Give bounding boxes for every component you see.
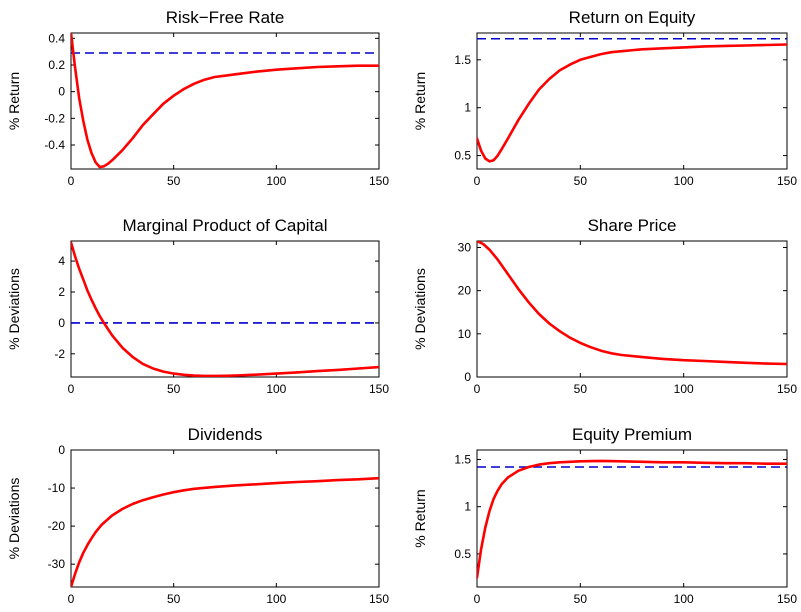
x-tick-label: 0 bbox=[68, 174, 75, 188]
x-tick-label: 0 bbox=[474, 174, 481, 188]
y-tick-label: 4 bbox=[58, 254, 65, 268]
plot-area bbox=[476, 32, 788, 170]
x-tick-label: 100 bbox=[674, 382, 694, 396]
x-tick-label: 150 bbox=[369, 174, 389, 188]
chart-title: Equity Premium bbox=[572, 425, 692, 444]
plot-area bbox=[70, 449, 380, 588]
y-tick-label: 1.5 bbox=[454, 452, 471, 466]
y-tick-label: 2 bbox=[58, 285, 65, 299]
series-line bbox=[71, 476, 379, 587]
y-tick-label: 1.5 bbox=[454, 53, 471, 67]
subplot-5: Dividends % Deviations 0 50 100 150 -30 -20 -10 0 bbox=[6, 425, 389, 606]
y-tick-label: 1 bbox=[464, 500, 471, 514]
plot-area bbox=[70, 240, 380, 378]
x-tick-label: 0 bbox=[474, 382, 481, 396]
y-tick-label: -10 bbox=[48, 481, 66, 495]
x-tick-label: 100 bbox=[674, 174, 694, 188]
subplot-3: Marginal Product of Capital % Deviations 0… bbox=[6, 216, 389, 396]
x-tick-label: 100 bbox=[266, 592, 286, 606]
x-tick-label: 0 bbox=[68, 592, 75, 606]
x-tick-label: 100 bbox=[266, 174, 286, 188]
x-tick-label: 50 bbox=[574, 382, 588, 396]
series-line bbox=[71, 33, 379, 169]
x-tick-label: 50 bbox=[574, 592, 588, 606]
y-tick-label: 0.4 bbox=[48, 31, 65, 45]
y-tick-label: -0.4 bbox=[44, 138, 65, 152]
x-tick-label: 50 bbox=[167, 592, 181, 606]
subplot-4: Share Price % Deviations 0 50 100 150 0 10 20 30 bbox=[412, 216, 797, 396]
y-tick-label: 30 bbox=[458, 240, 472, 254]
y-tick-label: -30 bbox=[48, 557, 66, 571]
chart-title: Share Price bbox=[588, 216, 677, 235]
y-tick-label: 0 bbox=[58, 85, 65, 99]
y-axis-label: % Deviations bbox=[6, 268, 22, 350]
series-line bbox=[477, 459, 787, 579]
x-tick-label: 150 bbox=[777, 174, 797, 188]
subplot-1: Risk−Free Rate % Return 0 50 100 150 -0.4 -0.2 0… bbox=[6, 8, 389, 188]
x-tick-label: 150 bbox=[777, 592, 797, 606]
x-tick-label: 100 bbox=[674, 592, 694, 606]
y-tick-label: 0.2 bbox=[48, 58, 65, 72]
y-tick-label: -2 bbox=[54, 347, 65, 361]
x-tick-label: 50 bbox=[574, 174, 588, 188]
y-axis-label: % Return bbox=[6, 72, 22, 130]
chart-title: Dividends bbox=[188, 425, 263, 444]
x-tick-label: 0 bbox=[68, 382, 75, 396]
x-tick-label: 150 bbox=[777, 382, 797, 396]
x-tick-label: 150 bbox=[369, 592, 389, 606]
y-tick-label: 1 bbox=[464, 101, 471, 115]
y-tick-label: 10 bbox=[458, 327, 472, 341]
chart-title: Marginal Product of Capital bbox=[122, 216, 327, 235]
y-axis-label: % Deviations bbox=[6, 478, 22, 560]
y-tick-label: 0 bbox=[58, 316, 65, 330]
y-axis-label: % Return bbox=[412, 72, 428, 130]
chart-title: Risk−Free Rate bbox=[166, 8, 285, 27]
subplot-2: Return on Equity % Return 0 50 100 150 0.5 1 1.5 bbox=[412, 8, 797, 188]
y-axis-label: % Return bbox=[412, 489, 428, 547]
series-line bbox=[477, 43, 787, 163]
plot-area bbox=[476, 240, 788, 378]
series-line bbox=[71, 241, 379, 377]
x-tick-label: 150 bbox=[369, 382, 389, 396]
y-tick-label: -0.2 bbox=[44, 111, 65, 125]
plot-area bbox=[70, 32, 380, 170]
y-tick-label: 0 bbox=[464, 370, 471, 384]
y-tick-label: 0.5 bbox=[454, 149, 471, 163]
y-tick-label: -20 bbox=[48, 519, 66, 533]
chart-title: Return on Equity bbox=[569, 8, 696, 27]
y-tick-label: 0.5 bbox=[454, 547, 471, 561]
x-tick-label: 50 bbox=[167, 174, 181, 188]
x-tick-label: 100 bbox=[266, 382, 286, 396]
y-tick-label: 0 bbox=[58, 443, 65, 457]
y-axis-label: % Deviations bbox=[412, 268, 428, 350]
series-line bbox=[477, 241, 787, 366]
subplot-6: Equity Premium % Return 0 50 100 150 0.5 1 1.5 bbox=[412, 425, 797, 606]
x-tick-label: 0 bbox=[474, 592, 481, 606]
y-tick-label: 20 bbox=[458, 284, 472, 298]
x-tick-label: 50 bbox=[167, 382, 181, 396]
plot-area bbox=[476, 449, 788, 588]
